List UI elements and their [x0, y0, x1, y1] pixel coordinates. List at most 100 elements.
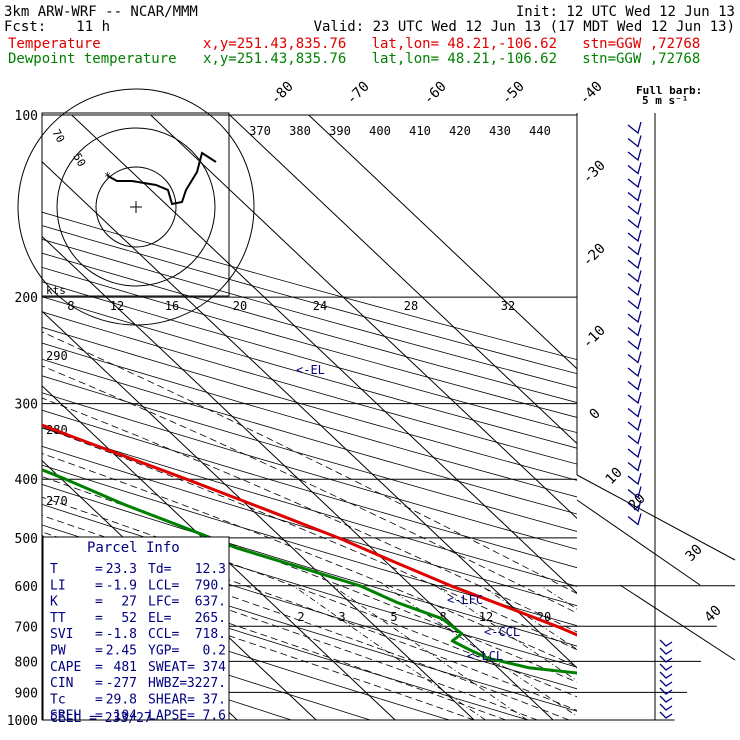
parcel-info-key: T: [50, 562, 58, 577]
parcel-info-key: LCL=: [148, 578, 179, 593]
mixing-ratio-label: 20: [233, 299, 247, 313]
parcel-info-value: 7.6: [203, 709, 226, 724]
parcel-info-value: 29.8: [106, 692, 137, 707]
parcel-info-key: LAPSE=: [148, 709, 195, 724]
isotherm-label: -10: [580, 323, 609, 352]
parcel-info-equals: =: [95, 595, 103, 610]
dry-adiabat-line: [42, 589, 450, 720]
parcel-info-value: 12.3: [195, 562, 226, 577]
isotherm-label: -60: [421, 79, 450, 108]
forecast-hour: 11 h: [76, 19, 110, 35]
mixing-ratio-label: 32: [501, 299, 515, 313]
theta-e-label: 420: [449, 124, 471, 138]
parcel-info-key: SREH: [50, 709, 81, 724]
wind-barb: [627, 189, 642, 202]
forecast-label: Fcst:: [4, 19, 46, 35]
hodograph-ring-label-50: 50: [70, 151, 88, 169]
pressure-tick-label: 500: [15, 532, 38, 547]
parcel-info-value: 2.45: [106, 644, 137, 659]
parcel-info-equals: =: [95, 611, 103, 626]
parcel-info-key: K: [50, 595, 58, 610]
wind-barb: [627, 405, 642, 418]
dry-adiabat-line: [42, 613, 371, 720]
hodograph-frame: [41, 112, 230, 297]
dry-adiabat-line: [42, 266, 577, 418]
parcel-info-value: 23.3: [106, 562, 137, 577]
wind-barb: [627, 310, 642, 324]
parcel-info-key: Td=: [148, 562, 172, 577]
pressure-tick-label: 700: [15, 620, 38, 635]
mixing-ratio-label-low: 12: [479, 610, 493, 624]
parcel-info-value: 27: [121, 595, 137, 610]
wind-barb: [627, 202, 642, 216]
parcel-info-key: HWBZ=: [148, 676, 187, 691]
wind-barb: [627, 486, 642, 499]
isotherm-label: 40: [702, 603, 725, 626]
isotherm-line: [71, 114, 577, 594]
isotherm-line: [150, 114, 577, 520]
wind-barb: [659, 695, 673, 703]
dry-adiabat-line: [42, 311, 577, 465]
parcel-info-title: Parcel Info: [87, 540, 180, 556]
wind-barb: [627, 324, 642, 337]
wind-barb: [659, 679, 673, 687]
parcel-info-key: SWEAT=: [148, 660, 195, 675]
parcel-info-value: 104: [114, 709, 138, 724]
wind-barb: [627, 175, 642, 189]
mixing-ratio-label: 28: [404, 299, 418, 313]
dewpoint-profile: [42, 468, 577, 675]
isotherm-label: 10: [603, 465, 626, 488]
parcel-info-value: 790.: [195, 578, 226, 593]
parcel-info-key: SVI: [50, 627, 73, 642]
mixing-ratio-label-low: 5: [390, 610, 397, 624]
dry-adiabat-line: [42, 281, 577, 434]
parcel-info-equals: =: [95, 709, 103, 724]
hodograph-ring-label-70: 70: [49, 127, 67, 145]
moist-adiabat-line: [42, 531, 570, 720]
extended-isotherm-line: [576, 499, 701, 586]
dry-adiabat-line: [42, 409, 577, 569]
legend-dewpoint-name: Dewpoint temperature: [8, 51, 177, 67]
legend-temperature-info: x,y=251.43,835.76 lat,lon= 48.21,-106.62…: [203, 36, 700, 52]
parcel-info-value: 374: [203, 660, 227, 675]
pressure-tick-label: 100: [15, 109, 38, 124]
isotherm-line: [42, 160, 577, 669]
theta-e-label: 440: [529, 124, 551, 138]
mixing-ratio-label: 16: [165, 299, 179, 313]
parcel-info-equals: =: [95, 562, 103, 577]
mixing-ratio-line: [332, 585, 528, 720]
temperature-profile: [42, 423, 577, 637]
mixing-ratio-label-low: 2: [297, 610, 304, 624]
mixing-ratio-label: 24: [313, 299, 327, 313]
parcel-info-equals: =: [95, 578, 103, 593]
dry-adiabat-line: [42, 464, 577, 627]
parcel-info-equals: =: [95, 627, 103, 642]
parcel-info-value: 481: [114, 660, 137, 675]
parcel-info-key: CCL=: [148, 627, 179, 642]
wind-barb: [627, 121, 642, 135]
dry-adiabat-line: [42, 445, 577, 607]
isotherm-line: [42, 310, 475, 720]
barb-legend-value: 5 m s⁻¹: [642, 94, 688, 107]
dry-adiabat-line: [42, 342, 577, 498]
parcel-info-cell: CELL = 233/27: [50, 711, 152, 726]
isotherm-line: [42, 235, 554, 720]
wind-barb: [659, 711, 673, 719]
parcel-info-key: CAPE: [50, 660, 81, 675]
hodograph-ring-outer: [17, 88, 255, 326]
parcel-info-key: PW: [50, 644, 66, 659]
wind-barb: [627, 297, 642, 310]
parcel-info-key: Tc: [50, 692, 66, 707]
dry-adiabat-line: [42, 238, 577, 389]
wind-barb: [659, 663, 673, 671]
isotherm-label: -40: [577, 79, 606, 108]
wind-barb: [627, 351, 642, 364]
isotherm-label: -70: [344, 79, 373, 108]
dry-adiabat-line: [42, 225, 577, 375]
theta-e-label: 390: [329, 124, 351, 138]
mixing-ratio-label: 12: [110, 299, 124, 313]
hodograph: * 70 50 kts: [17, 88, 255, 326]
parcel-info-key: TT: [50, 611, 66, 626]
